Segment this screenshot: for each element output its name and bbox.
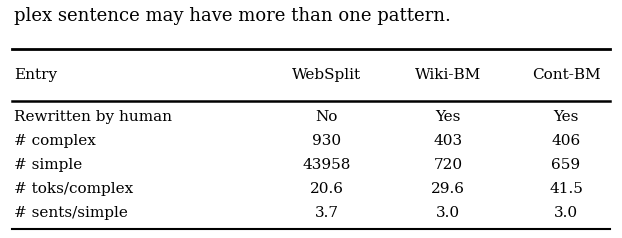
- Text: WebSplit: WebSplit: [292, 68, 361, 82]
- Text: Wiki-BM: Wiki-BM: [415, 68, 481, 82]
- Text: Entry: Entry: [14, 68, 57, 82]
- Text: Rewritten by human: Rewritten by human: [14, 110, 172, 124]
- Text: # sents/simple: # sents/simple: [14, 206, 128, 220]
- Text: Yes: Yes: [554, 110, 578, 124]
- Text: 659: 659: [552, 158, 580, 172]
- Text: # complex: # complex: [14, 134, 96, 148]
- Text: No: No: [315, 110, 338, 124]
- Text: 29.6: 29.6: [431, 182, 465, 196]
- Text: 720: 720: [434, 158, 462, 172]
- Text: 403: 403: [434, 134, 462, 148]
- Text: 406: 406: [551, 134, 581, 148]
- Text: # toks/complex: # toks/complex: [14, 182, 133, 196]
- Text: Yes: Yes: [435, 110, 460, 124]
- Text: 3.0: 3.0: [436, 206, 460, 220]
- Text: # simple: # simple: [14, 158, 82, 172]
- Text: 20.6: 20.6: [310, 182, 343, 196]
- Text: 43958: 43958: [302, 158, 351, 172]
- Text: plex sentence may have more than one pattern.: plex sentence may have more than one pat…: [14, 7, 450, 25]
- Text: 41.5: 41.5: [549, 182, 583, 196]
- Text: 3.0: 3.0: [554, 206, 578, 220]
- Text: 930: 930: [312, 134, 341, 148]
- Text: 3.7: 3.7: [315, 206, 338, 220]
- Text: Cont-BM: Cont-BM: [532, 68, 600, 82]
